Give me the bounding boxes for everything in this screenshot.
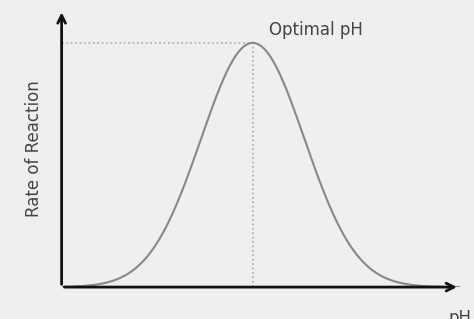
Text: Rate of Reaction: Rate of Reaction bbox=[25, 80, 43, 217]
Text: pH: pH bbox=[448, 309, 471, 319]
Text: Optimal pH: Optimal pH bbox=[269, 21, 363, 39]
